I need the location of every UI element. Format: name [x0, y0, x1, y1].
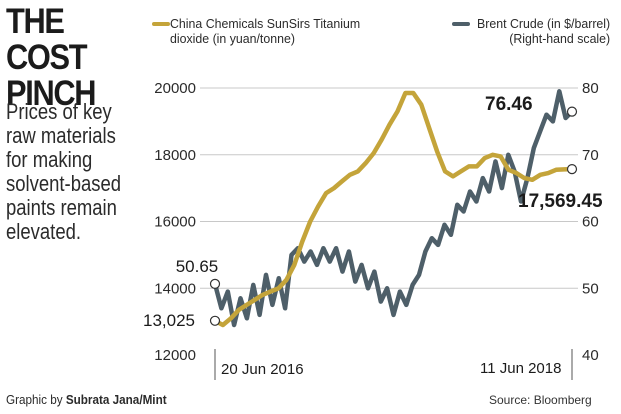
legend-item-brent: Brent Crude (in $/barrel) (Right-hand sc… — [477, 16, 611, 46]
brent-series-line — [212, 89, 575, 328]
y-right-tick-label: 70 — [582, 147, 599, 164]
page-subtitle: Prices of key raw materials for making s… — [6, 99, 122, 244]
credit-line: Graphic by Subrata Jana/Mint — [6, 392, 167, 407]
y-left-tick-label: 14000 — [154, 280, 196, 297]
page-title: THE COST PINCH — [6, 2, 97, 113]
y-left-tick-label: 20000 — [154, 80, 196, 97]
titanium-start-marker — [209, 315, 221, 326]
titanium-start-label: 13,025 — [143, 311, 195, 330]
y-left-tick-label: 12000 — [154, 347, 196, 364]
axis-layer: 12000 14000 16000 18000 20000 40 50 60 70 80 — [154, 80, 599, 380]
legend-swatch-brent — [452, 22, 470, 26]
marker-layer — [209, 106, 578, 326]
x-axis-end-label: 11 Jun 2018 — [480, 360, 561, 377]
series-layer — [212, 89, 575, 328]
brent-end-label: 76.46 — [485, 94, 533, 115]
y-right-tick-label: 40 — [582, 347, 599, 364]
x-axis-start-label: 20 Jun 2016 — [221, 361, 304, 378]
legend-item-titanium: China Chemicals SunSirs Titanium dioxide… — [170, 16, 361, 46]
y-right-tick-label: 60 — [582, 214, 599, 231]
legend-swatch-titanium — [152, 22, 170, 26]
brent-start-marker — [209, 278, 221, 290]
y-right-tick-label: 80 — [582, 80, 599, 97]
credit-name: Subrata Jana/Mint — [65, 392, 167, 407]
titanium-end-marker — [566, 164, 578, 175]
credit-prefix: Graphic by — [6, 392, 66, 407]
titanium-end-label: 17,569.45 — [518, 191, 603, 212]
source-label: Source: Bloomberg — [489, 393, 592, 407]
y-right-tick-label: 50 — [582, 280, 599, 297]
brent-start-label: 50.65 — [176, 257, 219, 276]
y-left-tick-label: 16000 — [154, 214, 196, 231]
brent-end-marker — [566, 106, 578, 117]
y-left-tick-label: 18000 — [154, 147, 196, 164]
titanium-series-line — [212, 90, 575, 328]
grid-layer — [200, 87, 578, 289]
